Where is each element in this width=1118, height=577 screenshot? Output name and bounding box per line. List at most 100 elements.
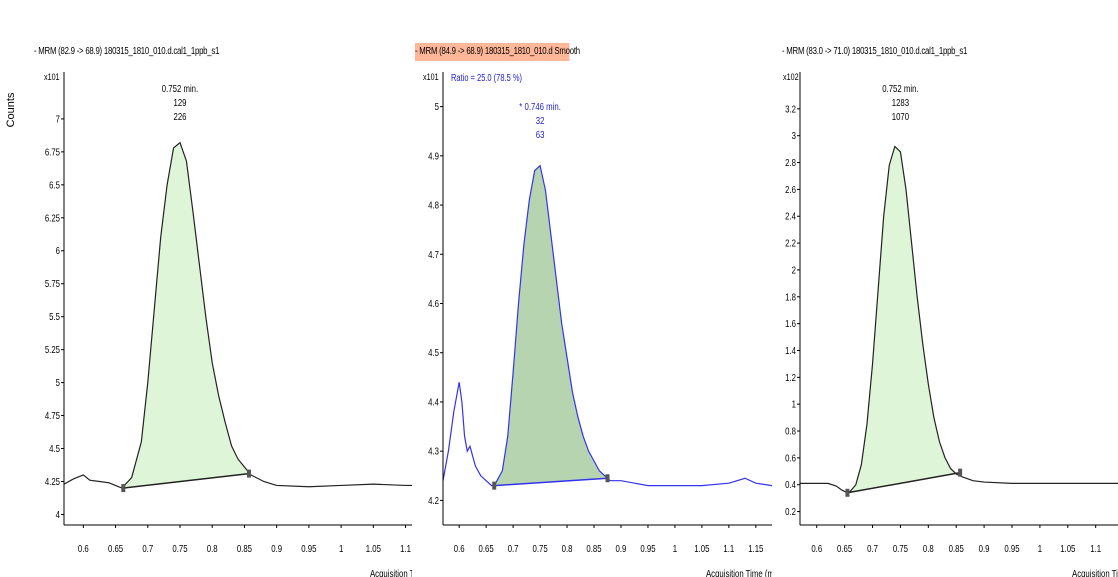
y-tick-label: 4.25: [45, 476, 60, 487]
y-tick-label: 6.5: [49, 179, 60, 190]
x-tick-label: 0.95: [301, 543, 316, 554]
x-tick-label: 0.6: [454, 543, 465, 554]
y-scale-label: x101: [423, 72, 439, 82]
y-tick-label: 4.5: [49, 443, 60, 454]
x-tick-label: 0.85: [237, 543, 252, 554]
x-tick-label: 1: [1038, 543, 1042, 554]
series-line: [63, 141, 412, 489]
y-tick-label: 5: [56, 377, 60, 388]
ratio-label: Ratio = 25.0 (78.5 %): [451, 72, 522, 83]
y-tick-label: 4: [56, 509, 60, 520]
peak-annotation-line: 1070: [892, 111, 909, 122]
y-tick-label: 5.5: [49, 311, 60, 322]
x-tick-label: 0.95: [640, 543, 655, 554]
x-tick-label: 0.65: [108, 543, 123, 554]
y-tick-label: 3.2: [785, 103, 796, 114]
peak-annotation-line: * 0.746 min.: [519, 101, 561, 112]
x-axis-label: Acquisition Time (min): [706, 568, 772, 577]
integration-end-marker: [958, 468, 963, 477]
x-tick-label: 0.8: [923, 543, 934, 554]
y-tick-label: 4.9: [428, 150, 439, 161]
x-tick-label: 0.75: [172, 543, 187, 554]
integration-baseline: [494, 477, 608, 487]
y-tick-label: 6.75: [45, 146, 60, 157]
integration-baseline: [847, 471, 961, 494]
y-tick-label: 5.75: [45, 278, 60, 289]
integration-end-marker: [246, 469, 251, 478]
y-tick-label: 4.6: [428, 298, 439, 309]
y-tick-label: 1: [792, 399, 796, 410]
peak-annotation-line: 63: [536, 129, 545, 140]
integration-end-marker: [605, 474, 610, 483]
y-tick-label: 4.3: [428, 446, 439, 457]
x-tick-label: 0.7: [142, 543, 153, 554]
y-tick-label: 1.8: [785, 291, 796, 302]
x-tick-label: 0.75: [893, 543, 908, 554]
x-tick-label: 0.6: [78, 543, 89, 554]
x-tick-label: 0.9: [979, 543, 990, 554]
integration-start-marker: [492, 481, 497, 490]
series-line: [800, 145, 1118, 494]
chart-panel-left: - MRM (82.9 -> 68.9) 180315_1810_010.d.c…: [0, 0, 412, 577]
peak-area: [123, 142, 249, 489]
y-tick-label: 4.75: [45, 410, 60, 421]
x-tick-label: 0.9: [271, 543, 282, 554]
y-tick-label: 1.2: [785, 372, 796, 383]
peak-annotation-line: 226: [173, 111, 186, 122]
y-tick-label: 1.4: [785, 345, 796, 356]
x-tick-label: 1: [339, 543, 343, 554]
x-tick-label: 0.8: [207, 543, 218, 554]
peak-annotation-line: 0.752 min.: [882, 83, 918, 94]
x-tick-label: 0.7: [508, 543, 519, 554]
y-tick-label: 2: [792, 265, 796, 276]
x-tick-label: 0.85: [586, 543, 601, 554]
y-axis-label: Counts: [5, 92, 17, 127]
y-tick-label: 4.2: [428, 495, 439, 506]
x-tick-label: 1.15: [748, 543, 763, 554]
y-tick-label: 2.4: [785, 211, 796, 222]
y-tick-label: 4.8: [428, 200, 439, 211]
x-tick-label: 0.65: [837, 543, 852, 554]
x-tick-label: 1.1: [1090, 543, 1101, 554]
y-tick-label: 0.8: [785, 426, 796, 437]
chart-plot: 4.2 4.3 4.4 4.5 4.6 4.7 4.8 4.9 5 0.6 0.65 0.7 0.75 0…: [423, 72, 772, 577]
y-tick-label: 2.8: [785, 157, 796, 168]
x-tick-label: 1.05: [366, 543, 381, 554]
x-tick-label: 1.05: [694, 543, 709, 554]
y-scale-label: x102: [783, 72, 799, 82]
series-line: [442, 164, 772, 487]
x-tick-label: 0.75: [532, 543, 547, 554]
x-tick-label: 0.85: [949, 543, 964, 554]
x-tick-label: 0.8: [562, 543, 573, 554]
y-tick-label: 1.6: [785, 318, 796, 329]
x-tick-label: 1.1: [400, 543, 411, 554]
x-tick-label: 1.05: [1060, 543, 1075, 554]
y-scale-label: x101: [44, 72, 60, 82]
x-axis-label: Acquisition Time: [1072, 568, 1118, 577]
x-tick-label: 0.6: [811, 543, 822, 554]
y-tick-label: 5.25: [45, 344, 60, 355]
y-tick-label: 6.25: [45, 212, 60, 223]
peak-annotation-line: 32: [536, 115, 545, 126]
integration-start-marker: [845, 488, 850, 497]
peak-annotation-line: 1283: [892, 97, 909, 108]
peak-area: [494, 165, 608, 486]
chart-plot: 4 4.25 4.5 4.75 5 5.25 5.5 5.75 6 6.25 6.5 6.75 7 0.6…: [5, 72, 412, 577]
y-tick-label: 7: [56, 113, 60, 124]
x-tick-label: 1.1: [723, 543, 734, 554]
y-tick-label: 0.2: [785, 506, 796, 517]
y-tick-label: 6: [56, 245, 60, 256]
chart-title: - MRM (84.9 -> 68.9) 180315_1810_010.d S…: [415, 43, 580, 61]
y-tick-label: 4.4: [428, 397, 439, 408]
chart-panel-right: - MRM (83.0 -> 71.0) 180315_1810_010.d.c…: [772, 0, 1118, 577]
y-tick-label: 3: [792, 130, 796, 141]
x-axis-label: Acquisition Time (: [370, 568, 412, 577]
chart-title: - MRM (82.9 -> 68.9) 180315_1810_010.d.c…: [34, 46, 220, 57]
x-tick-label: 0.7: [867, 543, 878, 554]
y-tick-label: 5: [435, 101, 439, 112]
integration-baseline: [123, 472, 250, 489]
integration-start-marker: [121, 484, 126, 493]
y-tick-label: 2.6: [785, 184, 796, 195]
chart-title: - MRM (83.0 -> 71.0) 180315_1810_010.d.c…: [782, 46, 968, 57]
y-tick-label: 4.5: [428, 347, 439, 358]
